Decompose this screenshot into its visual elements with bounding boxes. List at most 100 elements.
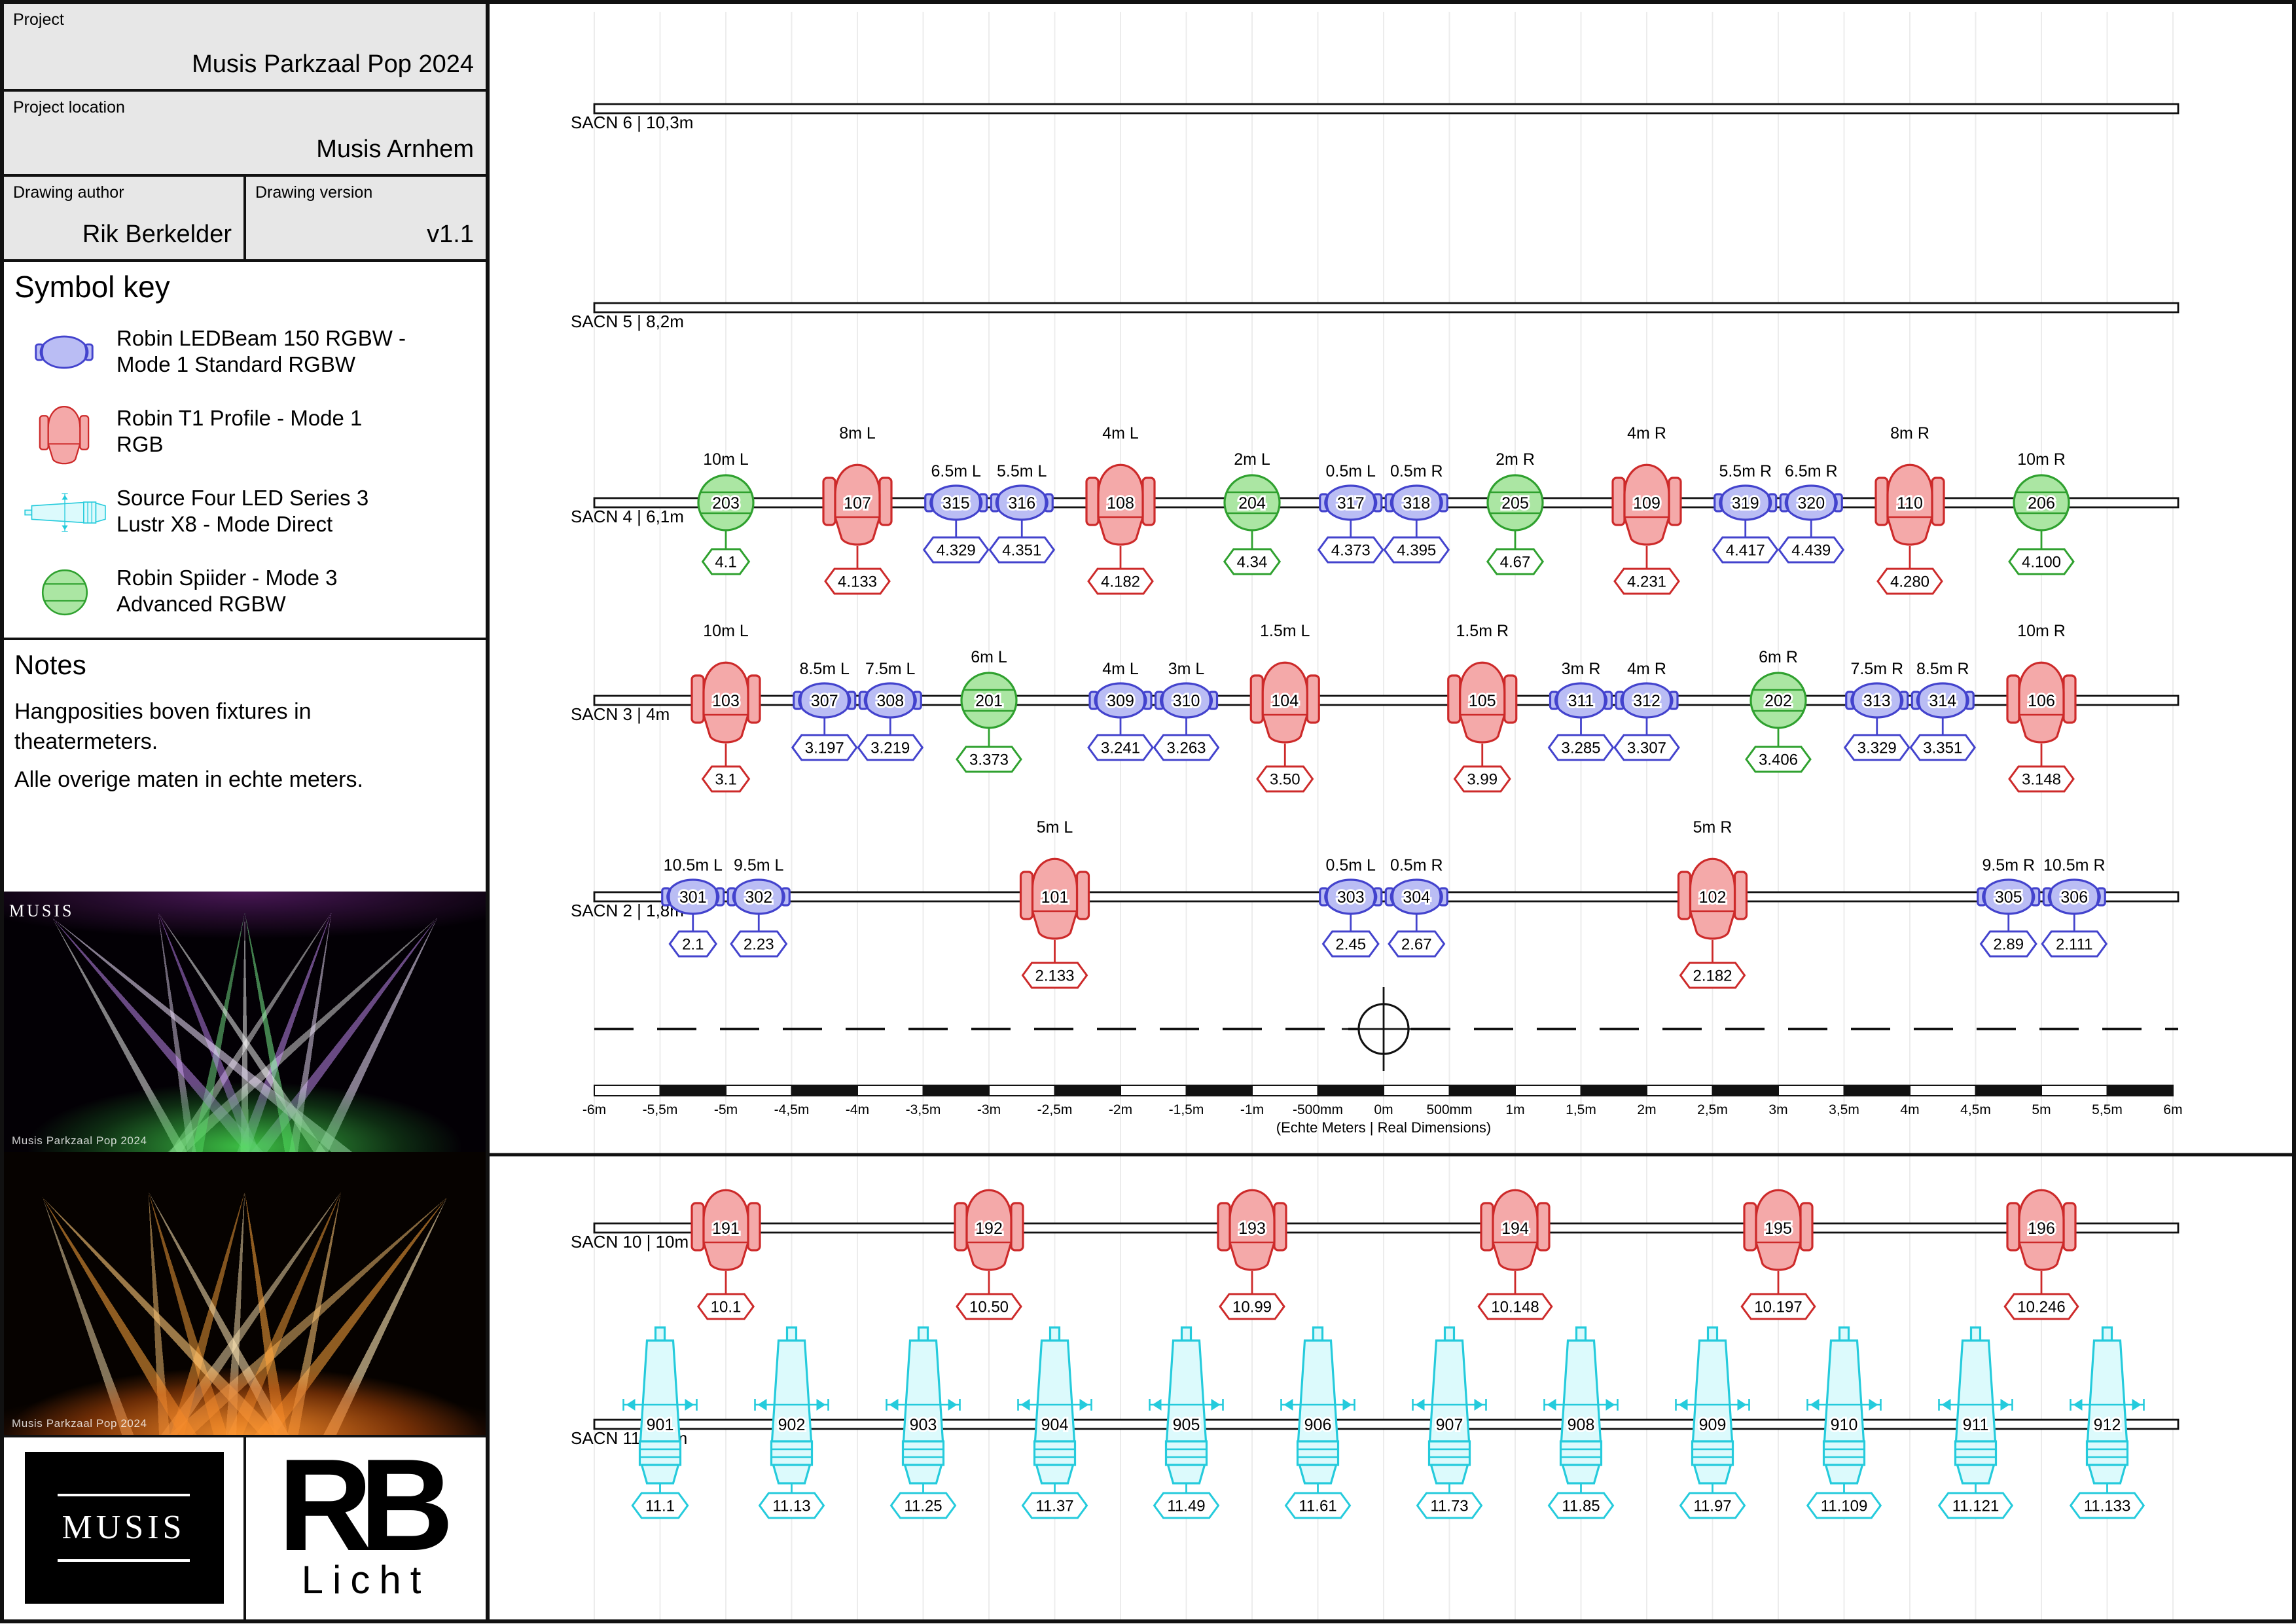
hang-position-label: 10m L (703, 622, 749, 640)
address-tag (1453, 765, 1511, 793)
fixture-number: 315 (942, 494, 970, 513)
fixture-number: 206 (2028, 494, 2055, 513)
fixture-number: 110 (1897, 494, 1923, 513)
fixture-number: 906 (1304, 1416, 1332, 1434)
fixture-number: 308 (876, 692, 904, 710)
truss-bar (593, 103, 2179, 115)
fixture-203: 10m L 203 4.1 (697, 450, 755, 575)
address-label: 4.439 (1791, 542, 1831, 560)
address-tag (1745, 746, 1812, 773)
address-label: 3.406 (1759, 751, 1798, 769)
hang-position-label: 8m R (1890, 424, 1929, 442)
musis-wordmark: MUSIS (58, 1494, 190, 1562)
truss-label: SACN 4 | 6,1m (571, 507, 684, 526)
fixture-902: 902 11.13 (753, 1326, 830, 1519)
fixture-number: 194 (1501, 1219, 1529, 1238)
fixture-number: 316 (1008, 494, 1035, 513)
address-tag (956, 746, 1022, 773)
stage-photo-purple: MUSIS Musis Parkzaal Pop 2024 (4, 891, 486, 1153)
fixture-number: 103 (712, 692, 740, 710)
fixture-106: 10m R 106 3.148 (2006, 622, 2077, 793)
ruler-tick: -3,5m (906, 1102, 941, 1117)
address-tag (1547, 1492, 1615, 1519)
plot-area: -6m -5,5m -5m -4,5m -4m -3,5m -3m -2,5m -2m -1,5m… (490, 4, 2292, 1619)
truss-label: SACN 5 | 8,2m (571, 312, 684, 331)
fixture-symbol (753, 1326, 830, 1485)
hang-position-label: 3m R (1562, 660, 1601, 678)
address-label: 11.85 (1562, 1498, 1600, 1515)
address-label: 10.197 (1754, 1299, 1802, 1316)
ruler-tick: -4m (846, 1102, 869, 1117)
address-label: 10.99 (1232, 1299, 1272, 1316)
rb-licht-wordmark: Licht (301, 1559, 431, 1603)
hang-position-label: 9.5m L (734, 856, 784, 875)
address-label: 2.111 (2056, 936, 2093, 954)
ruler-segment (1054, 1085, 1121, 1096)
fixture-number: 307 (811, 692, 838, 710)
fixture-number: 203 (712, 494, 740, 513)
hang-position-label: 6.5m L (931, 462, 982, 480)
fixture-number: 903 (910, 1416, 937, 1434)
fixture-symbol (1016, 1326, 1093, 1485)
truss-2: SACN 5 | 8,2m (571, 302, 2179, 331)
address-tag (1416, 1492, 1483, 1519)
hang-position-label: 0.5m R (1390, 462, 1443, 480)
fixture-103: 10m L 103 3.1 (691, 622, 761, 793)
ruler-segment (594, 1085, 661, 1096)
address-label: 3.197 (805, 740, 844, 757)
author-value: Rik Berkelder (82, 221, 232, 249)
fixture-196: 196 10.246 (2003, 1189, 2079, 1320)
fixture-number: 201 (975, 692, 1003, 710)
fixture-number: 901 (647, 1416, 674, 1434)
address-label: 2.1 (682, 936, 704, 954)
hang-position-label: 10.5m L (664, 856, 723, 875)
hang-position-label: 1.5m R (1456, 622, 1509, 640)
hang-position-label: 7.5m L (865, 660, 916, 678)
fixture-number: 107 (844, 494, 871, 513)
fixture-number: 191 (712, 1219, 740, 1238)
source-four-icon (12, 492, 117, 533)
fixture-908: 908 11.85 (1543, 1326, 1619, 1519)
hang-position-label: 8m L (839, 424, 876, 442)
address-label: 2.182 (1693, 967, 1732, 985)
fixture-number: 106 (2028, 692, 2055, 710)
address-tag (1284, 1492, 1352, 1519)
address-tag (1909, 734, 1977, 761)
project-box: Project Musis Parkzaal Pop 2024 (4, 4, 486, 92)
fixture-number: 102 (1699, 888, 1727, 907)
fixture-number: 192 (975, 1219, 1003, 1238)
address-label: 11.25 (904, 1498, 942, 1515)
fixture-316: 5.5m L 316 4.351 (988, 462, 1056, 564)
ruler-tick: -4,5m (774, 1102, 810, 1117)
address-label: 11.97 (1693, 1498, 1731, 1515)
truss-6: SACN 10 | 10m19110.119210.5019310.991941… (571, 1189, 2179, 1320)
hang-position-label: 4m L (1102, 660, 1139, 678)
hang-position-label: 6.5m R (1785, 462, 1838, 480)
hang-position-label: 8.5m L (800, 660, 850, 678)
symbol-key-item: Robin Spiider - Mode 3 Advanced RGBW (12, 552, 478, 632)
address-tag (1876, 568, 1943, 595)
address-label: 4.329 (937, 542, 976, 560)
address-tag (2008, 765, 2075, 793)
address-tag (1383, 536, 1450, 564)
fixture-number: 312 (1633, 692, 1660, 710)
ruler-tick: 6m (2163, 1102, 2182, 1117)
address-tag (631, 1492, 689, 1519)
fixture-number: 314 (1929, 692, 1956, 710)
address-label: 2.67 (1401, 936, 1432, 954)
fixture-number: 319 (1732, 494, 1759, 513)
rb-monogram: RB (278, 1432, 454, 1579)
ruler-tick: 3m (1768, 1102, 1787, 1117)
fixture-symbol (885, 1326, 961, 1485)
fixture-number: 311 (1568, 692, 1594, 710)
fixture-number: 313 (1863, 692, 1891, 710)
fixture-193: 193 10.99 (1217, 1189, 1287, 1320)
fixture-number: 911 (1963, 1416, 1989, 1434)
fixture-104: 1.5m L 104 3.50 (1249, 622, 1320, 793)
truss-label: SACN 3 | 4m (571, 704, 670, 724)
hang-position-label: 9.5m R (1982, 856, 2035, 875)
fixture-number: 205 (1501, 494, 1529, 513)
fixture-symbol (1280, 1326, 1356, 1485)
fixture-number: 303 (1337, 888, 1365, 907)
